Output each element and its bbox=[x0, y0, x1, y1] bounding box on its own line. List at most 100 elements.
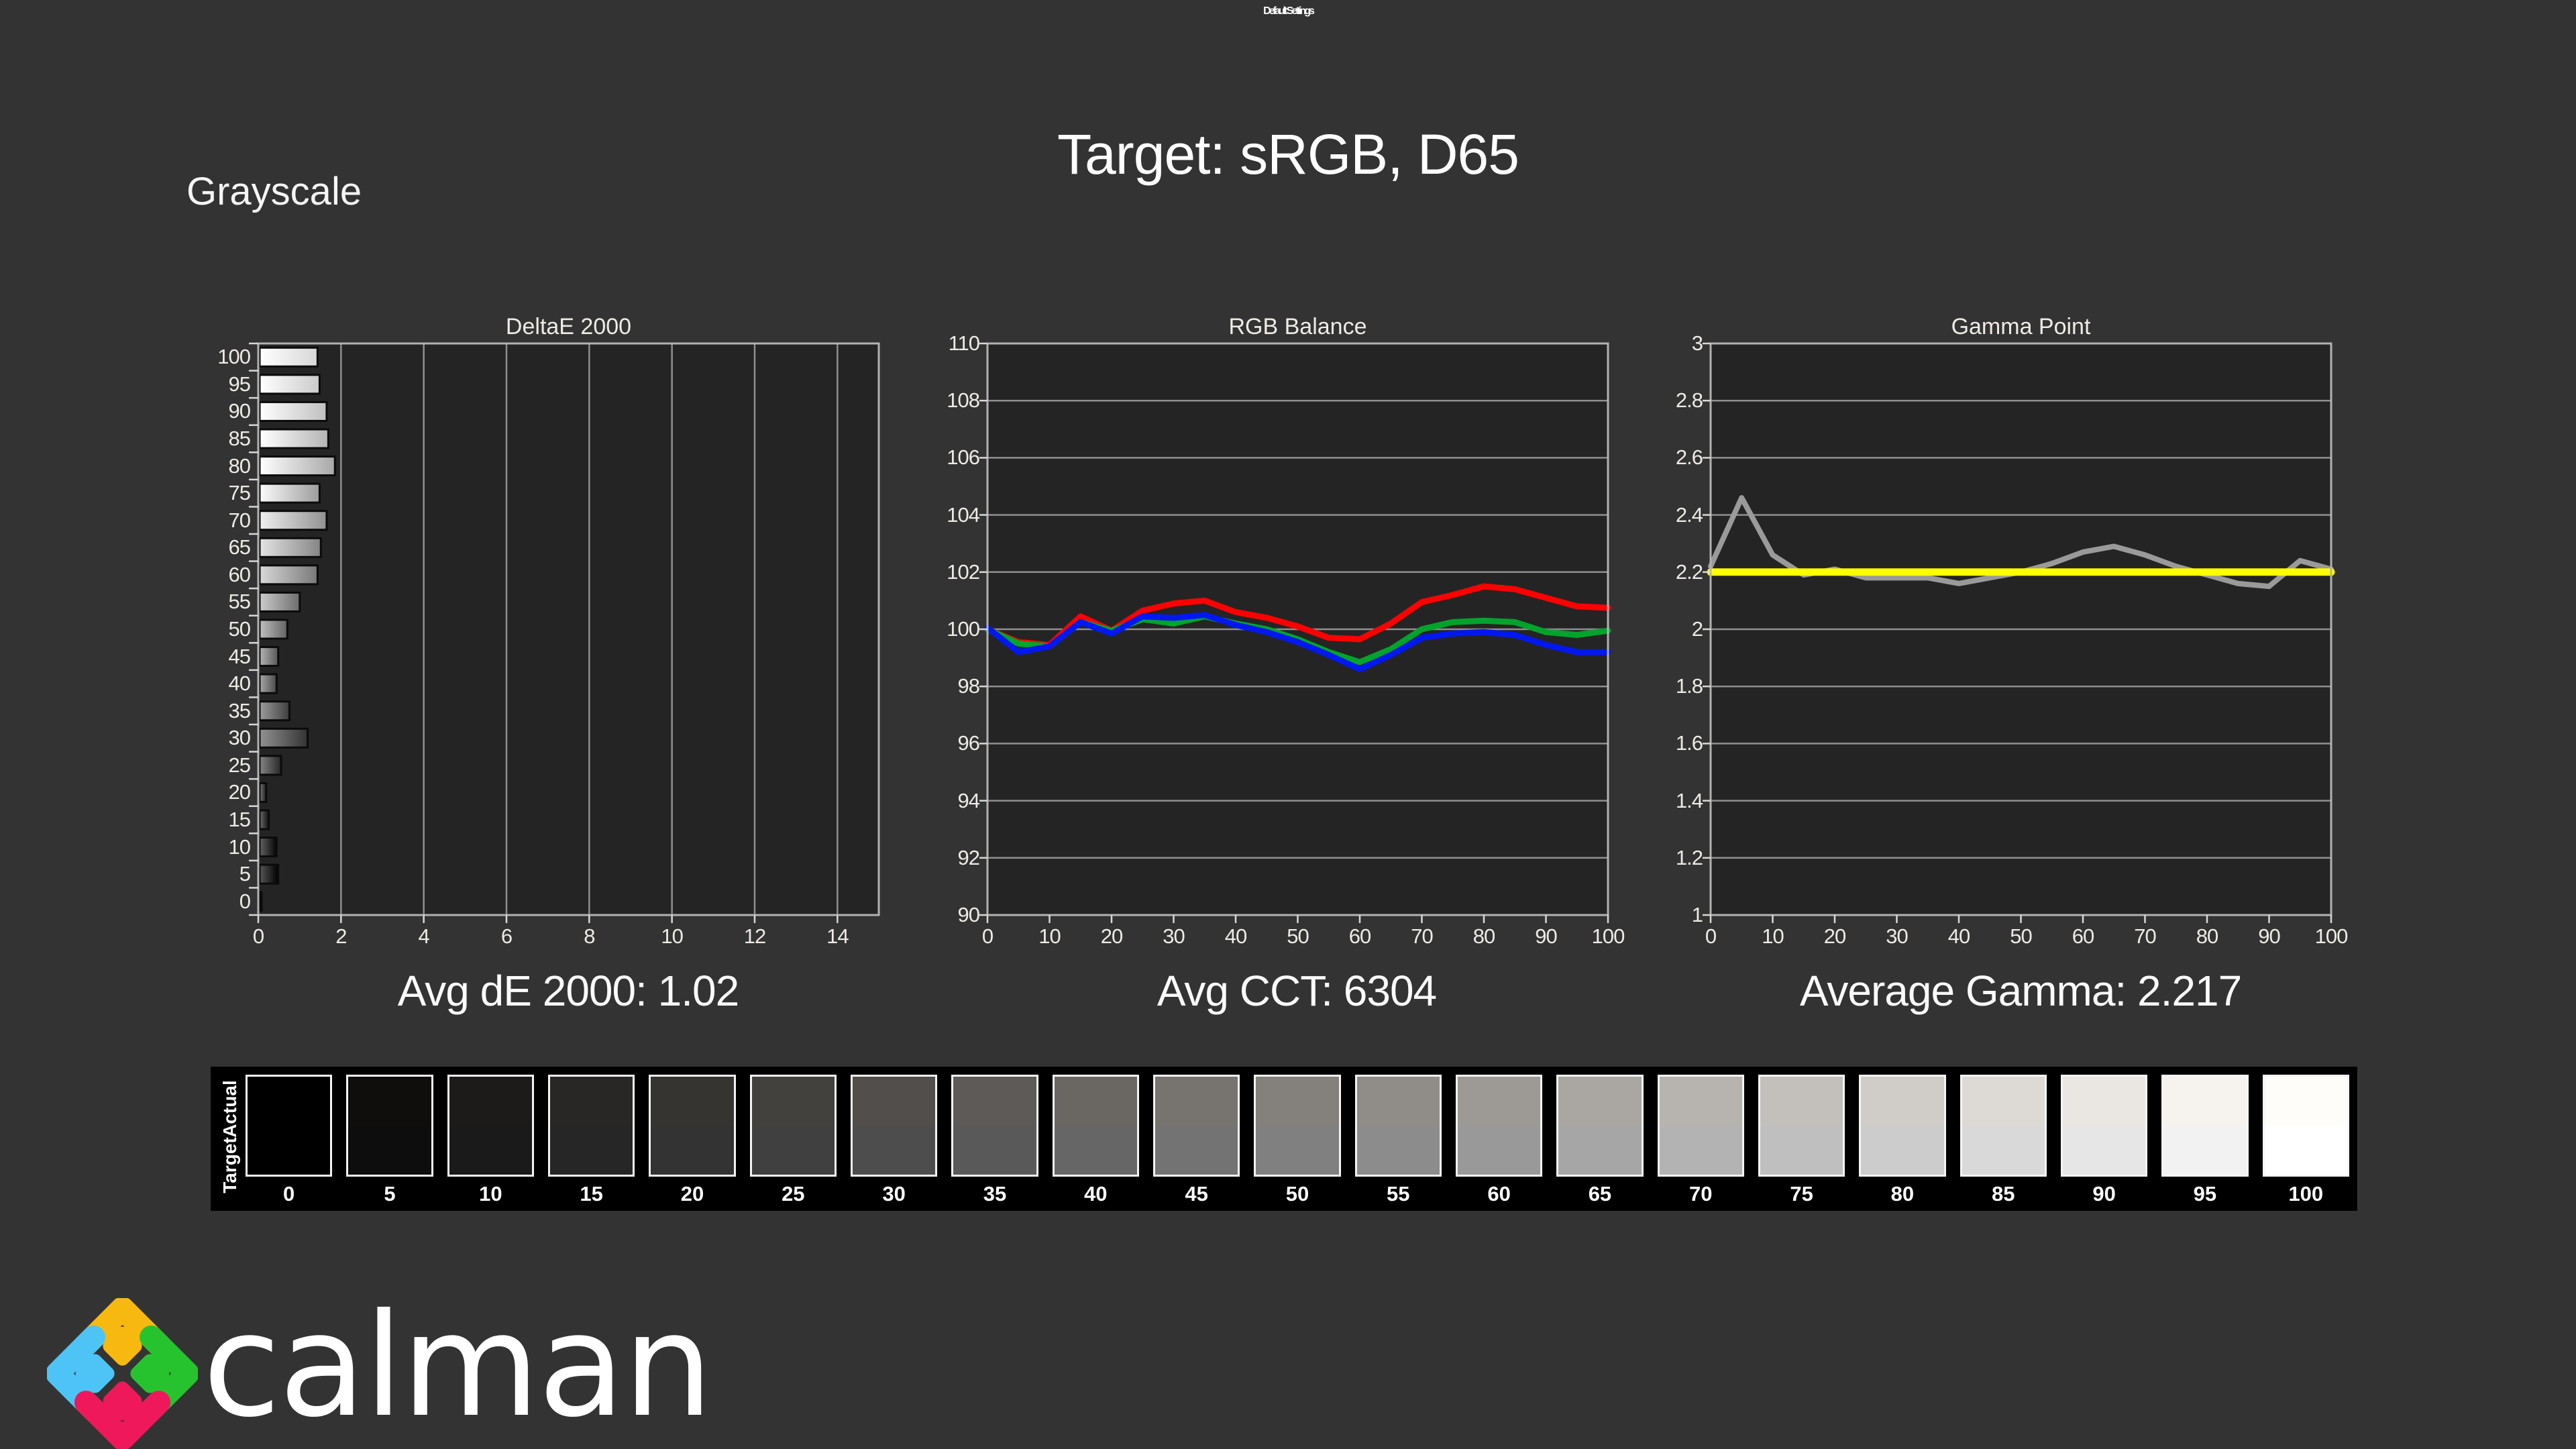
deltae-xtick-10: 10 bbox=[661, 924, 683, 948]
swatch-label-60: 60 bbox=[1487, 1182, 1511, 1205]
gamma-xtick-40: 40 bbox=[1947, 924, 1970, 948]
logo-diamond-left bbox=[75, 1354, 115, 1393]
avg-cct-value: Avg CCT: 6304 bbox=[1157, 967, 1437, 1015]
gamma-ytick-2.4: 2.4 bbox=[1675, 502, 1703, 527]
swatch-label-95: 95 bbox=[2193, 1182, 2217, 1205]
swatch-label-5: 5 bbox=[384, 1182, 396, 1205]
grayscale-swatch-0 bbox=[246, 1075, 333, 1177]
deltae-bar-85 bbox=[258, 428, 329, 449]
deltae-xtick-14: 14 bbox=[826, 924, 849, 948]
deltae-bar-40 bbox=[258, 673, 278, 694]
rgb-ytick-92: 92 bbox=[957, 845, 980, 869]
gamma-ytick-2.6: 2.6 bbox=[1675, 445, 1703, 470]
deltae-bar-30 bbox=[258, 727, 309, 749]
deltae-bar-75 bbox=[258, 482, 321, 504]
deltae-ytick-60: 60 bbox=[228, 562, 251, 586]
calman-wordmark: calman bbox=[203, 1283, 713, 1448]
swatch-label-45: 45 bbox=[1185, 1182, 1208, 1205]
page-subtitle: Target: sRGB, D65 bbox=[1057, 123, 1519, 186]
grayscale-swatch-50 bbox=[1254, 1075, 1341, 1177]
swatch-label-75: 75 bbox=[1790, 1182, 1813, 1205]
deltae-ytick-30: 30 bbox=[228, 726, 251, 750]
gamma-xtick-70: 70 bbox=[2134, 924, 2156, 948]
grayscale-swatch-20 bbox=[649, 1075, 736, 1177]
swatch-label-15: 15 bbox=[580, 1182, 603, 1205]
logo-diamond-right bbox=[130, 1354, 170, 1393]
gamma-ytick-1.4: 1.4 bbox=[1675, 788, 1703, 812]
grayscale-swatch-100 bbox=[2262, 1075, 2349, 1177]
grayscale-swatch-10 bbox=[447, 1075, 534, 1177]
deltae-bar-0 bbox=[258, 891, 263, 912]
gamma-xtick-90: 90 bbox=[2258, 924, 2280, 948]
deltae-ytick-45: 45 bbox=[228, 644, 251, 668]
deltae-ytick-80: 80 bbox=[228, 453, 251, 478]
grayscale-swatch-30 bbox=[850, 1075, 938, 1177]
deltae-xtick-12: 12 bbox=[743, 924, 766, 948]
deltae-bar-65 bbox=[258, 537, 322, 558]
grayscale-swatch-85 bbox=[1960, 1075, 2047, 1177]
gamma-xtick-10: 10 bbox=[1762, 924, 1784, 948]
deltae-ytick-85: 85 bbox=[228, 427, 251, 450]
deltae-plot-area bbox=[249, 342, 880, 923]
deltae-ytick-40: 40 bbox=[228, 672, 251, 696]
rgb-xtick-0: 0 bbox=[981, 924, 994, 948]
gamma-xtick-80: 80 bbox=[2196, 924, 2218, 948]
rgb-series-red bbox=[984, 583, 1611, 648]
grayscale-swatch-40 bbox=[1052, 1075, 1139, 1177]
strip-row-label-target: Target bbox=[219, 1137, 240, 1193]
rgb-xtick-20: 20 bbox=[1100, 924, 1123, 948]
swatch-label-55: 55 bbox=[1387, 1182, 1410, 1205]
rgb-series-blue bbox=[984, 612, 1611, 673]
gamma-ytick-1: 1 bbox=[1691, 903, 1703, 926]
swatch-label-70: 70 bbox=[1689, 1182, 1713, 1205]
deltae-bar-55 bbox=[258, 591, 301, 612]
deltae-ytick-70: 70 bbox=[228, 508, 251, 532]
gamma-ytick-2.8: 2.8 bbox=[1675, 388, 1703, 413]
deltae-bar-25 bbox=[258, 755, 282, 776]
deltae-ytick-5: 5 bbox=[239, 862, 251, 886]
deltae-bar-100 bbox=[258, 346, 319, 368]
swatch-label-10: 10 bbox=[479, 1182, 502, 1205]
gamma-xtick-100: 100 bbox=[2314, 924, 2349, 948]
grayscale-swatch-75 bbox=[1758, 1075, 1845, 1177]
swatch-labels: 0 5 10 15 20 25 30 35 40 45 50 55 60 65 70 75 80 85 90 95 10… bbox=[246, 1182, 2349, 1206]
swatch-label-65: 65 bbox=[1588, 1182, 1612, 1205]
deltae-ytick-55: 55 bbox=[228, 590, 251, 614]
rgb-ytick-106: 106 bbox=[947, 445, 980, 470]
gamma-xtick-0: 0 bbox=[1705, 924, 1717, 948]
deltae-xtick-0: 0 bbox=[252, 924, 264, 948]
deltae-bar-35 bbox=[258, 700, 290, 722]
rgb-ytick-96: 96 bbox=[957, 731, 980, 755]
grayscale-swatch-5 bbox=[346, 1075, 433, 1177]
deltae-bar-45 bbox=[258, 646, 280, 667]
swatch-label-90: 90 bbox=[2092, 1182, 2116, 1205]
grayscale-swatch-70 bbox=[1657, 1075, 1744, 1177]
deltae-xtick-4: 4 bbox=[418, 924, 430, 948]
rgb-xtick-30: 30 bbox=[1163, 924, 1185, 948]
grayscale-swatch-80 bbox=[1859, 1075, 1946, 1177]
section-label-grayscale: Grayscale bbox=[186, 170, 362, 213]
grayscale-swatch-55 bbox=[1354, 1075, 1442, 1177]
gamma-xtick-20: 20 bbox=[1823, 924, 1846, 948]
grayscale-swatch-90 bbox=[2060, 1075, 2148, 1177]
swatch-label-50: 50 bbox=[1285, 1182, 1309, 1205]
deltae-bar-80 bbox=[258, 455, 336, 477]
grayscale-swatch-15 bbox=[547, 1075, 635, 1177]
gamma-point-chart: Gamma Point 3 2.8 2.6 2.4 2.2 2 1.8 1.6 1.4 1.2 1 0… bbox=[1633, 314, 2365, 985]
grayscale-swatch-25 bbox=[749, 1075, 837, 1177]
rgb-xtick-80: 80 bbox=[1472, 924, 1495, 948]
gamma-xtick-30: 30 bbox=[1886, 924, 1908, 948]
swatch-label-30: 30 bbox=[882, 1182, 906, 1205]
avg-gamma-value: Average Gamma: 2.217 bbox=[1799, 967, 2242, 1015]
deltae-ytick-65: 65 bbox=[228, 535, 251, 559]
deltae-bar-70 bbox=[258, 510, 328, 531]
grayscale-swatch-65 bbox=[1556, 1075, 1644, 1177]
calman-logo-mark bbox=[47, 1298, 198, 1449]
rgb-ytick-94: 94 bbox=[957, 788, 980, 812]
rgb-xtick-10: 10 bbox=[1038, 924, 1061, 948]
grayscale-swatch-strip: Actual Target 0 5 10 15 20 25 30 35 40 45 50 55 60 65… bbox=[211, 1067, 2357, 1211]
gamma-ytick-1.8: 1.8 bbox=[1675, 674, 1703, 698]
logo-diamond-bottom bbox=[103, 1381, 142, 1421]
gamma-plot-area bbox=[1703, 342, 2335, 923]
rgb-ytick-110: 110 bbox=[948, 331, 980, 355]
